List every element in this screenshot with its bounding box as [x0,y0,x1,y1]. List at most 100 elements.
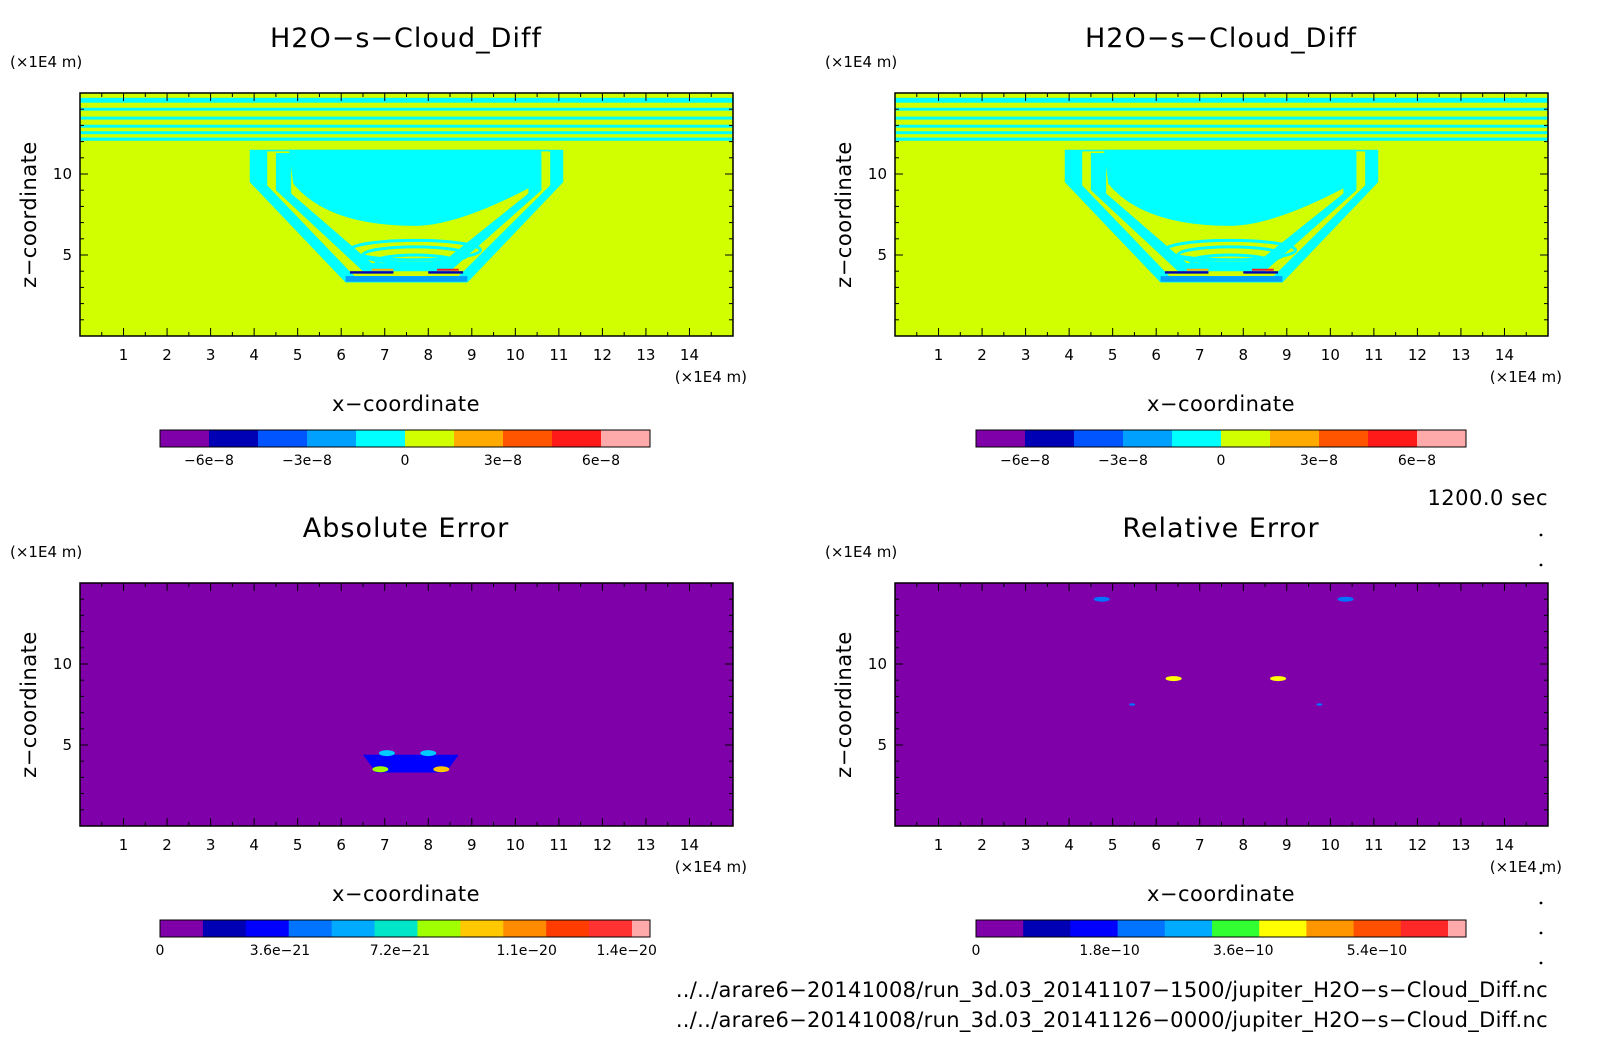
error-spot [420,750,437,757]
x-tick-label: 14 [680,836,699,854]
cloud-ring-small [1176,245,1284,265]
cloud-band [80,124,733,128]
x-tick-label: 3 [206,346,216,364]
colorbar-swatch [1212,920,1260,937]
x-axis-label: x−coordinate [1147,882,1295,906]
y-tick-label: 10 [868,165,887,183]
colorbar: −6e−8 −3e−8 0 3e−8 6e−8 [159,429,651,469]
colorbar-tick-label: 6e−8 [1398,453,1436,469]
colorbar-swatch [1164,920,1213,937]
colorbar-tick-label: −3e−8 [1098,453,1148,469]
colorbar-tick-label: 3.6e−21 [250,943,310,959]
colorbar-swatch [209,430,259,447]
colorbar-swatch [1270,430,1320,447]
colorbar-swatch [288,920,333,937]
colorbar-swatch [460,920,504,937]
x-tick-label: 6 [336,836,346,854]
colorbar-swatch [1172,430,1222,447]
colorbar-frame [975,919,1467,938]
x-tick-label: 9 [1282,836,1292,854]
colorbar-swatch [1025,430,1075,447]
panel-1: H2O−s−Cloud_Diff(×1E4 m)1 2 3 4 5 6 7 8 9 10 11 12 1… [10,23,747,469]
colorbar-swatch [1074,430,1124,447]
x-tick-label: 4 [1064,346,1074,364]
cloud-base-min [1243,271,1279,274]
cloud-band [80,131,733,135]
cloud-ring-small [374,253,456,270]
colorbar-swatch [405,430,455,447]
cloud-band [895,131,1548,135]
cloud-band [895,107,1548,111]
x-tick-label: 3 [1021,836,1031,854]
colorbar-swatch [546,920,590,937]
x-tick-label: 5 [1108,346,1118,364]
colorbar: 0 3.6e−21 7.2e−21 1.1e−20 1.4e−20 [156,919,657,959]
colorbar-swatch [1023,920,1071,937]
panel-2: H2O−s−Cloud_Diff(×1E4 m)1 2 3 4 5 6 7 8 9 10 11 12 1… [825,23,1562,469]
colorbar-tick-label: 1.1e−20 [496,943,556,959]
x-tick-label: 13 [636,836,655,854]
y-tick-label: 5 [62,736,72,754]
error-spot [1337,596,1354,602]
cloud-base-max [371,268,394,271]
colorbar-swatch [331,920,376,937]
error-spot [433,766,450,773]
colorbar-tick-label: 5.4e−10 [1347,943,1407,959]
colorbar-swatch [160,920,204,937]
colorbar-tick-label: 0 [972,943,981,959]
x-tick-label: 8 [423,836,433,854]
x-tick-label: 1 [119,346,129,364]
cloud-arc [1125,185,1336,212]
x-tick-label: 8 [423,346,433,364]
y-tick-label: 10 [53,655,72,673]
error-spot [372,766,389,773]
colorbar-swatch [202,920,247,937]
x-tick-label: 6 [336,346,346,364]
x-tick-label: 5 [1108,836,1118,854]
colorbar-swatch [503,920,547,937]
cloud-base-max [1251,268,1274,271]
x-axis-label: x−coordinate [332,882,480,906]
x-tick-label: 1 [934,346,944,364]
x-tick-label: 2 [977,346,987,364]
plot-content [1093,596,1354,706]
colorbar-swatch [552,430,602,447]
colorbar-swatch [1259,920,1307,937]
cloud-band [895,124,1548,128]
x-tick-label: 10 [506,346,525,364]
panel-3: Absolute Error(×1E4 m)1 2 3 4 5 6 7 8 9 10 11 12 13 1… [10,513,747,959]
cloud-base-max [1186,268,1209,271]
cloud-base-min [349,271,394,274]
y-unit-label: (×1E4 m) [10,543,82,561]
colorbar-swatch [1400,920,1449,937]
y-tick-label: 10 [53,165,72,183]
x-tick-label: 11 [1364,836,1383,854]
error-spot [1165,676,1182,682]
x-tick-label: 8 [1238,346,1248,364]
y-axis-label: z−coordinate [832,141,856,288]
x-axis-label: x−coordinate [332,392,480,416]
y-axis-label: z−coordinate [832,631,856,778]
x-tick-label: 6 [1151,346,1161,364]
cloud-base [1160,276,1283,282]
cloud-base-min [1164,271,1209,274]
cloud-base-max [436,268,459,271]
panel-title: H2O−s−Cloud_Diff [270,23,542,54]
colorbar-swatch [976,920,1024,937]
colorbar-frame [159,919,651,938]
y-unit-label: (×1E4 m) [825,53,897,71]
cloud-ring-small [1163,238,1298,262]
cloud-band [895,137,1548,141]
error-spot [378,750,395,757]
x-tick-label: 9 [467,346,477,364]
error-spot [1316,703,1323,706]
colorbar-frame [975,429,1467,448]
panel-title: H2O−s−Cloud_Diff [1085,23,1357,54]
colorbar-tick-label: −6e−8 [184,453,234,469]
x-tick-label: 7 [380,346,390,364]
colorbar-swatch [417,920,461,937]
cloud-band [80,107,733,111]
colorbar-tick-label: 3e−8 [1300,453,1338,469]
panel-title: Absolute Error [303,513,509,544]
x-tick-label: 5 [293,346,303,364]
